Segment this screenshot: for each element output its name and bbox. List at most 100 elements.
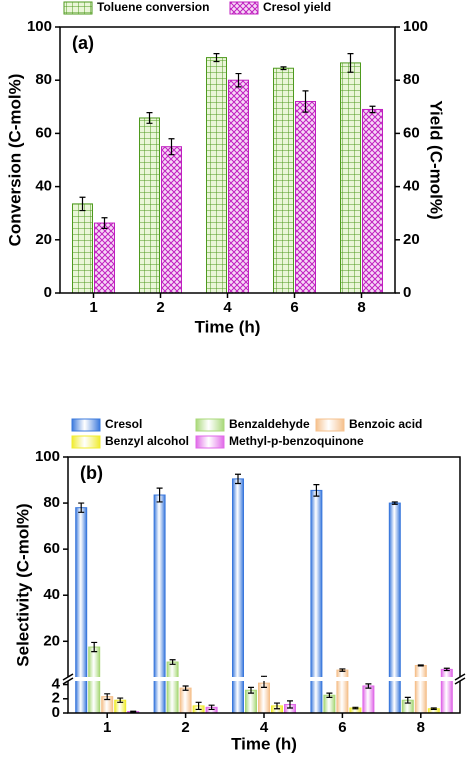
y-tick-label: 40 [35, 178, 52, 195]
error-bar [79, 196, 86, 212]
bar [228, 79, 249, 294]
x-tick-label: 6 [338, 719, 346, 736]
y2-tick-label: 20 [403, 231, 420, 248]
error-bar [391, 501, 398, 505]
plot-frame [59, 26, 396, 294]
error-bar [169, 659, 176, 665]
bar [273, 67, 294, 294]
y2-tick-label: 100 [403, 18, 428, 35]
error-bar [352, 706, 359, 710]
legend-label: Benzoic acid [349, 417, 422, 431]
legend-swatch [71, 435, 101, 449]
error-bar [101, 217, 108, 229]
error-bar [156, 487, 163, 503]
x-tick-label: 4 [260, 719, 269, 736]
legend-label: Benzyl alcohol [105, 434, 189, 448]
x-axis-label: Time (h) [231, 734, 297, 753]
y2-tick-label: 80 [403, 71, 420, 88]
break-mark [454, 673, 466, 685]
y-tick-label: 80 [43, 494, 60, 511]
error-bar [195, 701, 202, 711]
legend-label: Benzaldehyde [229, 417, 310, 431]
y-tick-label: 20 [43, 632, 60, 649]
error-bar [302, 90, 309, 113]
y-tick-label: 100 [27, 18, 52, 35]
y-axis-label: Conversion (C-mol%) [5, 74, 24, 247]
error-bar [104, 693, 111, 701]
legend-swatch [71, 418, 101, 432]
bar [72, 203, 93, 294]
error-bar [117, 697, 124, 703]
y-tick-label: 80 [35, 71, 52, 88]
error-bar [248, 686, 254, 694]
y-tick-label: 2 [52, 690, 60, 707]
error-bar [430, 707, 437, 711]
x-tick-label: 2 [156, 299, 164, 316]
error-bar [182, 685, 189, 691]
error-bar [208, 704, 215, 711]
bar [440, 668, 453, 714]
y-tick-label: 40 [43, 586, 60, 603]
legend-swatch [63, 1, 93, 15]
bar [362, 685, 375, 714]
error-bar [146, 112, 153, 124]
error-bar [213, 53, 220, 63]
bar [75, 507, 88, 714]
error-bar [280, 66, 287, 71]
x-tick-label: 2 [181, 719, 189, 736]
y-tick-label: 20 [35, 231, 52, 248]
bar [295, 100, 316, 294]
error-bar [404, 696, 411, 704]
x-tick-label: 8 [417, 719, 425, 736]
y-tick-label: 4 [52, 676, 61, 693]
error-bar [78, 502, 85, 513]
break-mark [62, 673, 74, 685]
legend-swatch [315, 418, 345, 432]
bar [179, 687, 192, 714]
legend-label: Cresol [105, 417, 142, 431]
error-bar [91, 641, 98, 653]
x-tick-label: 1 [103, 719, 111, 736]
error-bar [417, 664, 424, 667]
legend-label: Methyl-p-benzoquinone [229, 434, 364, 448]
y2-tick-label: 40 [403, 178, 420, 195]
legend-swatch [229, 1, 259, 15]
bar [166, 661, 179, 714]
error-bar [326, 692, 333, 698]
x-tick-label: 6 [290, 299, 298, 316]
y-tick-label: 100 [35, 448, 60, 465]
error-bar [365, 683, 372, 689]
bar [362, 108, 383, 294]
bar [139, 117, 160, 294]
bar [388, 502, 401, 714]
bar [94, 222, 115, 294]
axis-break-gap [66, 677, 462, 681]
error-bar [369, 105, 376, 114]
x-axis-label: Time (h) [195, 317, 261, 336]
error-bar [168, 138, 175, 156]
x-tick-label: 8 [357, 299, 365, 316]
error-bar [235, 72, 242, 88]
x-tick-label: 1 [89, 299, 97, 316]
legend-label: Cresol yield [263, 0, 331, 14]
error-bar [313, 484, 320, 497]
y-tick-label: 0 [44, 284, 52, 301]
legend-label: Toluene conversion [97, 0, 209, 14]
y2-axis-label: Yield (C-mol%) [427, 100, 446, 219]
y-tick-label: 0 [52, 704, 60, 721]
error-bar [347, 53, 354, 73]
bar [336, 669, 349, 714]
y2-tick-label: 60 [403, 124, 420, 141]
bar [206, 57, 227, 294]
bar [340, 62, 361, 294]
y-axis-label: Selectivity (C-mol%) [13, 503, 32, 666]
error-bar [443, 667, 450, 672]
annotation: (a) [72, 33, 94, 53]
bar [161, 146, 182, 294]
legend-swatch [195, 418, 225, 432]
plot-frame [67, 456, 461, 714]
y-tick-label: 60 [43, 540, 60, 557]
bar [414, 664, 427, 714]
error-bar [274, 702, 280, 710]
